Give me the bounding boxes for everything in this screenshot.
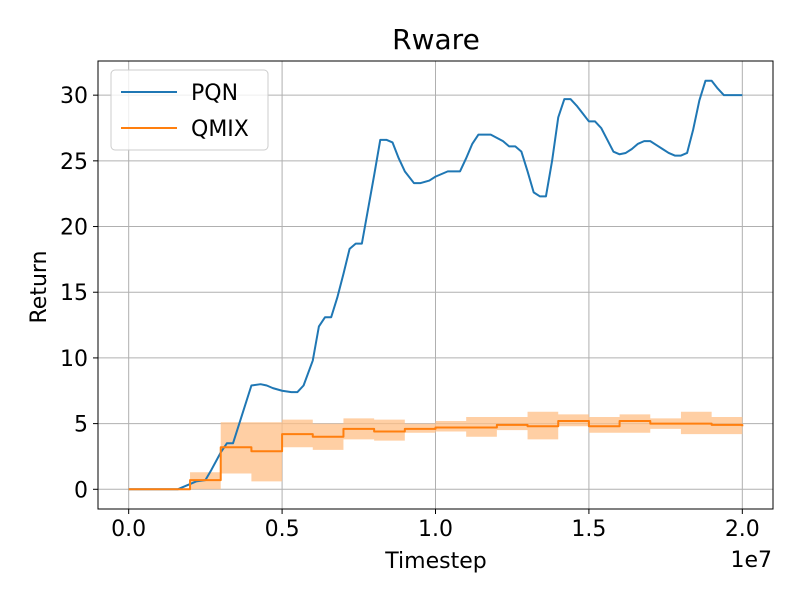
legend-label-pqn: PQN — [191, 81, 238, 106]
x-tick-label: 1.0 — [418, 517, 453, 542]
y-tick-label: 10 — [60, 347, 88, 372]
x-tick-label: 2.0 — [725, 517, 760, 542]
y-tick-label: 15 — [60, 281, 88, 306]
x-tick-label: 0.0 — [111, 517, 146, 542]
axis-ticks: 0.0 0.5 1.0 1.5 2.0 0 5 10 15 20 25 30 — [60, 84, 760, 542]
y-tick-label: 25 — [60, 150, 88, 175]
legend-label-qmix: QMIX — [191, 117, 249, 142]
series-lines — [128, 79, 744, 491]
legend-box — [110, 69, 269, 151]
y-axis-label: Return — [27, 250, 52, 323]
y-tick-label: 30 — [60, 84, 88, 109]
x-axis-label: Timestep — [384, 549, 486, 574]
band-qmix — [128, 411, 743, 490]
y-tick-label: 5 — [74, 413, 88, 438]
y-tick-label: 20 — [60, 216, 88, 241]
chart-title: Rware — [392, 23, 480, 56]
x-axis-offset-label: 1e7 — [730, 548, 772, 573]
line-pqn — [128, 79, 743, 491]
x-tick-label: 0.5 — [265, 517, 300, 542]
y-tick-label: 0 — [74, 478, 88, 503]
line-qmix — [128, 419, 744, 491]
confidence-bands — [128, 411, 743, 490]
x-tick-label: 1.5 — [571, 517, 606, 542]
legend: PQN QMIX — [110, 69, 269, 151]
